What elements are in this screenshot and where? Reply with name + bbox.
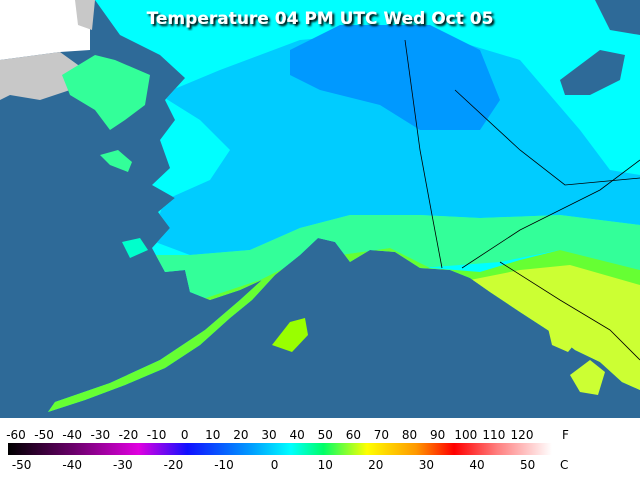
lake <box>560 50 625 95</box>
fahrenheit-tick: 0 <box>181 428 189 442</box>
celsius-tick: 40 <box>469 458 484 472</box>
celsius-tick: 50 <box>520 458 535 472</box>
celsius-tick: -50 <box>12 458 32 472</box>
island <box>100 150 132 172</box>
celsius-tick: 30 <box>419 458 434 472</box>
celsius-tick: -30 <box>113 458 133 472</box>
celsius-tick: -40 <box>62 458 82 472</box>
celsius-tick: -10 <box>214 458 234 472</box>
celsius-tick: 0 <box>271 458 279 472</box>
fahrenheit-tick: -30 <box>91 428 111 442</box>
no-data-area <box>0 0 90 60</box>
island <box>122 238 148 258</box>
fahrenheit-tick: 50 <box>318 428 333 442</box>
island <box>272 318 308 352</box>
fahrenheit-tick: 80 <box>402 428 417 442</box>
temp-zone <box>140 215 640 300</box>
legend-ticks: -60 -50 -40 -30 -20 -10 0 10 20 30 40 50 60 70 80 90 100… <box>6 428 535 472</box>
celsius-tick: -20 <box>164 458 184 472</box>
fahrenheit-tick: 70 <box>374 428 389 442</box>
fahrenheit-tick: 120 <box>511 428 534 442</box>
island <box>570 360 605 395</box>
fahrenheit-tick: -60 <box>6 428 26 442</box>
fahrenheit-tick: -50 <box>34 428 54 442</box>
color-scale <box>8 443 552 455</box>
fahrenheit-tick: 90 <box>430 428 445 442</box>
fahrenheit-tick: -10 <box>147 428 167 442</box>
siberia-land <box>0 52 85 100</box>
fahrenheit-tick: 60 <box>346 428 361 442</box>
siberia-land <box>75 0 95 30</box>
celsius-tick: 20 <box>368 458 383 472</box>
fahrenheit-tick: -20 <box>119 428 139 442</box>
fahrenheit-unit: F <box>562 428 569 442</box>
temp-zone <box>290 25 500 130</box>
celsius-unit: C <box>560 458 568 472</box>
fahrenheit-tick: 100 <box>454 428 477 442</box>
seward-peninsula <box>62 55 150 130</box>
celsius-tick: 10 <box>318 458 333 472</box>
bay <box>595 0 640 35</box>
fahrenheit-tick: -40 <box>62 428 82 442</box>
fahrenheit-tick: 30 <box>261 428 276 442</box>
map-title: Temperature 04 PM UTC Wed Oct 05 <box>147 9 494 29</box>
borders <box>404 39 640 361</box>
fahrenheit-tick: 20 <box>233 428 248 442</box>
fahrenheit-tick: 110 <box>482 428 505 442</box>
island <box>548 320 578 352</box>
fahrenheit-tick: 10 <box>205 428 220 442</box>
temp-zone <box>150 30 640 255</box>
fahrenheit-tick: 40 <box>289 428 304 442</box>
